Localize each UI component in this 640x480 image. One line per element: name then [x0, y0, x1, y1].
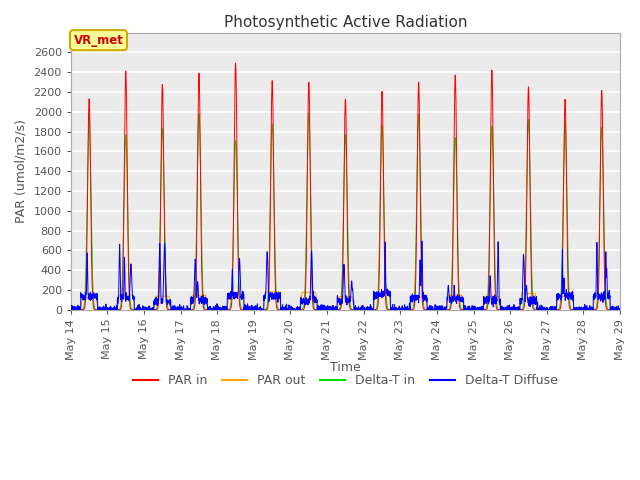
Y-axis label: PAR (umol/m2/s): PAR (umol/m2/s) [15, 119, 28, 223]
X-axis label: Time: Time [330, 361, 361, 374]
Title: Photosynthetic Active Radiation: Photosynthetic Active Radiation [223, 15, 467, 30]
Legend: PAR in, PAR out, Delta-T in, Delta-T Diffuse: PAR in, PAR out, Delta-T in, Delta-T Dif… [127, 369, 563, 392]
Text: VR_met: VR_met [74, 34, 124, 47]
